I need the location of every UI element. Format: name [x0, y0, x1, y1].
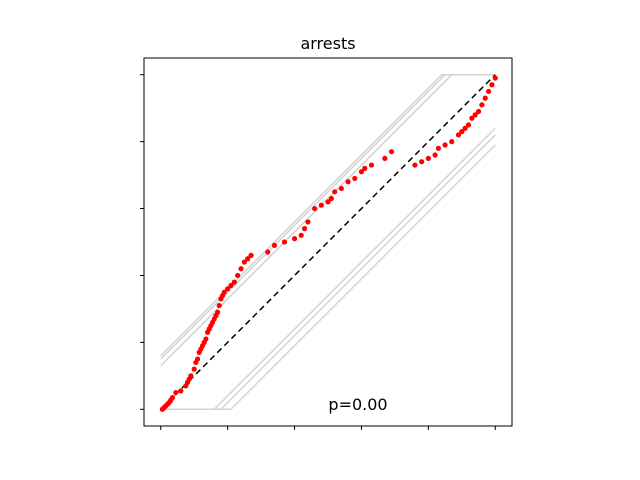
data-point	[225, 286, 231, 292]
data-point	[298, 232, 304, 238]
data-point	[221, 289, 227, 295]
data-point	[194, 356, 201, 362]
data-point	[248, 252, 254, 258]
data-point	[352, 175, 358, 182]
data-point	[325, 199, 331, 205]
data-point	[345, 179, 351, 185]
data-point	[173, 389, 179, 396]
data-point	[425, 155, 431, 161]
data-point	[305, 219, 311, 225]
plot-area	[140, 73, 498, 430]
p-value-annotation: p=0.00	[328, 395, 387, 414]
data-point	[492, 75, 498, 81]
data-point	[459, 129, 465, 135]
data-point	[435, 145, 441, 151]
data-point	[382, 155, 388, 161]
data-point	[291, 236, 298, 242]
data-point	[188, 373, 194, 379]
data-point	[265, 249, 271, 255]
data-point	[169, 394, 176, 401]
chart-title: arrests	[300, 34, 355, 53]
data-point	[231, 279, 237, 285]
plot-frame	[143, 57, 513, 427]
data-point	[178, 388, 184, 394]
data-point	[475, 108, 482, 115]
data-point	[332, 189, 338, 195]
data-point	[469, 115, 475, 121]
lower-band-line-2	[160, 144, 496, 411]
data-point	[479, 102, 485, 108]
data-point	[228, 282, 234, 289]
data-point	[368, 162, 375, 168]
data-point	[245, 256, 251, 262]
reference-line	[160, 74, 496, 410]
data-point	[312, 205, 318, 212]
data-point	[328, 195, 334, 202]
data-point	[203, 336, 209, 342]
data-point	[362, 165, 368, 171]
data-point	[301, 226, 308, 232]
data-point	[241, 259, 247, 265]
data-point	[432, 152, 438, 158]
data-point	[485, 88, 492, 95]
data-point	[271, 242, 278, 248]
data-point	[191, 366, 197, 372]
data-point	[472, 112, 478, 118]
data-point	[235, 272, 241, 279]
upper-band-line-2	[160, 73, 496, 357]
data-point	[489, 82, 495, 88]
data-point	[412, 162, 418, 168]
data-point	[419, 159, 425, 165]
data-point	[482, 95, 488, 101]
data-point	[442, 142, 448, 148]
data-point	[449, 139, 455, 145]
data-point	[318, 202, 324, 208]
data-point	[462, 125, 468, 131]
data-point	[388, 149, 395, 155]
data-point	[216, 302, 222, 309]
data-point	[238, 266, 244, 272]
data-point	[465, 122, 472, 128]
data-point	[338, 185, 344, 192]
data-point	[358, 169, 365, 175]
data-point	[215, 309, 221, 315]
data-point	[281, 239, 288, 245]
data-point	[455, 132, 462, 138]
